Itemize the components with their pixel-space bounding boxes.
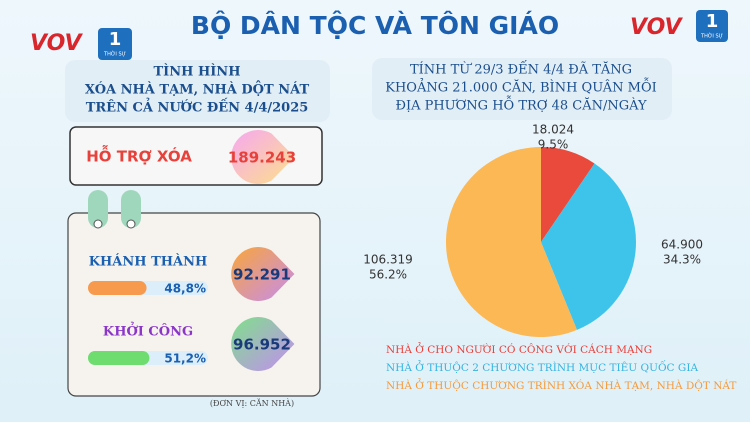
drop-shape <box>231 317 295 371</box>
logo: VOV 1 THỜI SỰ <box>30 28 132 60</box>
value-label: 18.024 <box>532 123 574 137</box>
progress-label: 51,2% <box>164 352 206 366</box>
total-value: 189.243 <box>228 149 296 167</box>
percent-label: 34.3% <box>663 253 701 267</box>
logo-sub: THỜI SỰ <box>103 51 126 58</box>
drop-shape <box>231 130 295 184</box>
drop-shape <box>231 246 295 301</box>
ring <box>88 190 108 228</box>
item-label: KHÁNH THÀNH <box>89 254 208 270</box>
percent-label: 9.5% <box>538 138 569 152</box>
heading-line: XÓA NHÀ TẠM, NHÀ DỘT NÁT <box>85 81 310 98</box>
item-value: 92.291 <box>233 266 291 284</box>
value-label: 106.319 <box>363 253 413 267</box>
legend-entry: NHÀ Ở CHO NGƯỜI CÓ CÔNG VỚI CÁCH MẠNG <box>386 341 652 356</box>
total-label: HỖ TRỢ XÓA <box>86 145 192 166</box>
title: BỘ DÂN TỘC VÀ TÔN GIÁO <box>191 10 559 40</box>
logo-text: VOV <box>30 31 84 56</box>
logo-channel: 1 <box>706 11 719 32</box>
progress-bar <box>88 351 150 365</box>
ring <box>121 190 141 228</box>
chart-title-line: TÍNH TỪ 29/3 ĐẾN 4/4 ĐÃ TĂNG <box>410 60 632 78</box>
progress-bar <box>88 281 147 295</box>
value-label: 64.900 <box>661 238 703 252</box>
legend-entry: NHÀ Ở THUỘC CHƯƠNG TRÌNH XÓA NHÀ TẠM, NH… <box>386 377 736 392</box>
chart-title-line: KHOẢNG 21.000 CĂN, BÌNH QUÂN MỖI <box>385 78 657 96</box>
ring-hole <box>93 219 103 229</box>
heading-box <box>372 58 672 120</box>
legend-entry: NHÀ Ở THUỘC 2 CHƯƠNG TRÌNH MỤC TIÊU QUỐC… <box>386 359 698 374</box>
items-box <box>67 212 321 397</box>
heading-box <box>65 60 330 122</box>
heading-line: TRÊN CẢ NƯỚC ĐẾN 4/4/2025 <box>86 98 309 116</box>
percent-label: 56.2% <box>369 268 407 282</box>
logo: VOV 1 THỜI SỰ <box>630 10 728 42</box>
logo-badge <box>696 10 728 42</box>
heading-line: TÌNH HÌNH <box>154 64 241 80</box>
pie-slice <box>541 163 637 330</box>
ring-hole <box>126 219 136 229</box>
pie-slice <box>446 146 577 337</box>
logo-text: VOV <box>630 15 684 40</box>
logo-sub: THỜI SỰ <box>700 33 723 40</box>
unit-note: (ĐƠN VỊ: CĂN NHÀ) <box>210 399 294 408</box>
logo-channel: 1 <box>109 29 122 50</box>
progress-label: 48,8% <box>164 282 206 296</box>
logo-badge <box>98 28 132 60</box>
item-value: 96.952 <box>233 336 291 354</box>
item-label: KHỞI CÔNG <box>103 322 193 340</box>
pie-slice <box>541 147 595 242</box>
chart-title-line: ĐỊA PHƯƠNG HỖ TRỢ 48 CĂN/NGÀY <box>395 96 646 114</box>
